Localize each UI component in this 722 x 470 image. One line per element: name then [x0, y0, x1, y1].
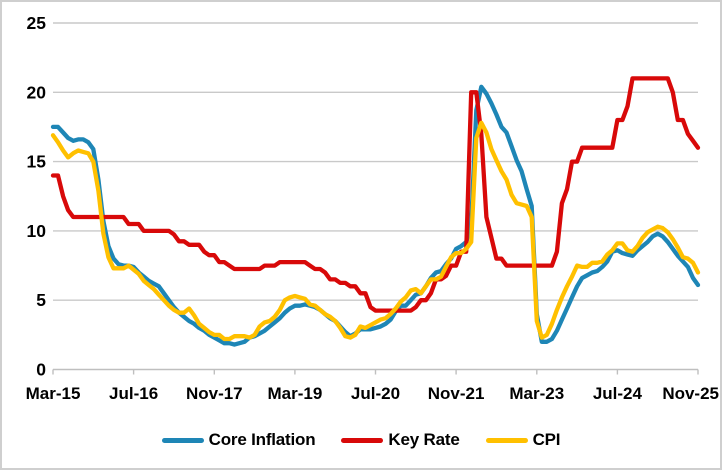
- x-axis-label-mar-19: Mar-19: [267, 384, 322, 403]
- series-line-key-rate: [50, 76, 701, 313]
- series-line-core-inflation: [50, 84, 701, 347]
- x-axis-label-nov-25: Nov-25: [662, 384, 719, 403]
- legend-label-core-inflation: Core Inflation: [208, 430, 316, 449]
- y-axis-label-25: 25: [27, 13, 47, 33]
- y-axis-label-15: 15: [27, 152, 47, 172]
- x-axis-label-jul-20: Jul-20: [351, 384, 400, 403]
- series-line-cpi: [50, 120, 701, 342]
- y-axis-label-10: 10: [27, 221, 47, 241]
- legend-label-key-rate: Key Rate: [388, 430, 460, 449]
- legend-swatch-key-rate: [341, 437, 384, 443]
- legend-swatch-cpi: [485, 437, 528, 443]
- x-axis-label-mar-15: Mar-15: [26, 384, 81, 403]
- legend-item-key-rate: Key Rate: [341, 430, 460, 450]
- y-axis-label-20: 20: [27, 82, 47, 102]
- legend-item-core-inflation: Core Inflation: [161, 430, 316, 450]
- x-axis-label-jul-24: Jul-24: [593, 384, 643, 403]
- x-axis-label-mar-23: Mar-23: [509, 384, 564, 403]
- y-axis-label-5: 5: [36, 290, 46, 310]
- x-axis-label-jul-16: Jul-16: [109, 384, 158, 403]
- chart-legend: Core Inflation Key Rate CPI: [2, 428, 720, 452]
- x-axis-label-nov-17: Nov-17: [186, 384, 243, 403]
- y-axis-label-0: 0: [36, 360, 46, 380]
- legend-swatch-core-inflation: [161, 437, 204, 443]
- legend-item-cpi: CPI: [485, 430, 561, 450]
- x-axis-label-nov-21: Nov-21: [428, 384, 485, 403]
- legend-label-cpi: CPI: [532, 430, 561, 449]
